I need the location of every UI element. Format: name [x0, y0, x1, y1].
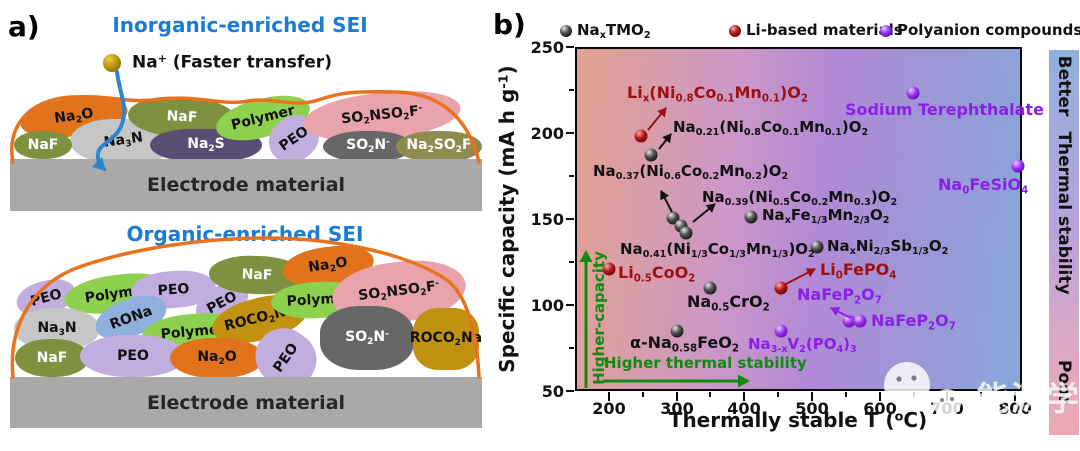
point-li05coo2 — [602, 262, 616, 276]
blob-o-peo5-label: PEO — [270, 340, 302, 376]
electrode-inorganic: Electrode material — [10, 159, 482, 211]
point-naxfe-mn — [744, 210, 758, 224]
sodium-ion-icon — [103, 54, 121, 72]
y-tick-100: 100 — [530, 296, 564, 315]
legend-li-based-label: Li-based materials — [746, 21, 903, 39]
legend-naxtmo2-label: NaxTMO2 — [577, 21, 651, 42]
blob-so2n-label: SO2N- — [346, 137, 390, 155]
blob-o-na2o-bottom-label: Na2O — [197, 348, 237, 367]
scatter-plot-area — [575, 47, 1022, 391]
thermal-stability-colorbar — [1049, 50, 1079, 435]
legend-li-based-icon — [729, 25, 741, 37]
electrode-inorganic-label: Electrode material — [146, 174, 346, 196]
point-li0fepo4 — [774, 281, 788, 295]
electrode-organic-label: Electrode material — [146, 391, 346, 414]
label-li05coo2: Li0.5CoO2 — [618, 263, 696, 285]
blob-so2nso2f-label: SO2NSO2F- — [340, 102, 423, 127]
blob-na2s-label: Na2S — [187, 135, 225, 154]
point-sodium-terephthalate — [906, 86, 920, 100]
blob-o-so2n: SO2N- — [320, 306, 414, 370]
point-na3xv2po43 — [774, 324, 788, 338]
point-na0fesio4 — [1011, 159, 1025, 173]
label-na041-ncm111: Na0.41(Ni1/3Co1/3Mn1/3)O2 — [620, 240, 815, 261]
panel-b-label: b) — [493, 8, 526, 41]
label-nafep2o7-b: NaFeP2O7 — [871, 311, 956, 333]
x-tick-800: 800 — [998, 399, 1032, 418]
legend-polyanion-label: Polyanion compounds — [897, 21, 1080, 39]
blob-o-peo2-label: PEO — [157, 280, 190, 299]
point-alpha-na058feo2 — [670, 324, 684, 338]
label-nafep2o7-a: NaFeP2O7 — [797, 285, 882, 307]
x-tick-200: 200 — [592, 399, 626, 418]
sodium-ion-label: Na+ (Faster transfer) — [132, 52, 332, 73]
blob-o-na2o-top-label: Na2O — [307, 253, 349, 276]
blob-naf-top-label: NaF — [166, 108, 198, 126]
point-lix-ncm811 — [634, 129, 648, 143]
legend-naxtmo2-icon — [560, 25, 572, 37]
point-nafep2o7-b — [853, 314, 867, 328]
label-na0fesio4: Na0FeSiO4 — [938, 175, 1029, 197]
label-na021-ncm811: Na0.21(Ni0.8Co0.1Mn0.1)O2 — [673, 118, 869, 139]
y-tick-250: 250 — [530, 38, 564, 57]
x-tick-600: 600 — [863, 399, 897, 418]
label-naxfe-mn: NaxFe1/3Mn2/3O2 — [762, 206, 890, 227]
blob-naf-left-label: NaF — [27, 137, 59, 153]
blob-o-naf-bottom-label: NaF — [36, 350, 68, 366]
legend-polyanion-icon — [880, 25, 892, 37]
label-naxni-sb: NaxNi2/3Sb1/3O2 — [827, 237, 949, 258]
label-na3xv2po43: Na3-xV2(PO4)3 — [748, 335, 857, 356]
blob-o-naf-top-label: NaF — [241, 266, 273, 284]
point-na021-ncm811 — [644, 148, 658, 162]
y-tick-200: 200 — [530, 124, 564, 143]
blob-o-peo1-label: PEO — [28, 285, 64, 310]
blob-o-na3n-label: Na3N — [37, 319, 77, 338]
point-na041-ncm111 — [679, 226, 693, 240]
blob-na2so2f-label: Na2SO2F — [406, 137, 472, 155]
annotation-higher-thermal-stability: Higher thermal stability — [604, 354, 807, 372]
point-na05cro2 — [703, 281, 717, 295]
blob-o-so2nso2f-label: SO2NSO2F- — [357, 278, 440, 304]
x-tick-500: 500 — [795, 399, 829, 418]
label-sodium-terephthalate: Sodium Terephthalate — [845, 100, 1044, 119]
colorbar-better-label: Better — [1054, 55, 1074, 117]
x-tick-400: 400 — [727, 399, 761, 418]
colorbar-poor-label: Poor — [1054, 359, 1074, 405]
blob-naf-left: NaF — [14, 131, 72, 159]
blob-na2so2f: Na2SO2F — [396, 131, 482, 162]
label-na05cro2: Na0.5CrO2 — [687, 292, 770, 314]
organic-sei-title: Organic-enriched SEI — [126, 222, 364, 246]
watermark-text: 能源学人 — [976, 379, 1080, 418]
colorbar-thermal-stability-label: Thermal stability — [1054, 131, 1074, 295]
blob-o-peo4-label: PEO — [117, 348, 149, 364]
label-na039-ncm523: Na0.39(Ni0.5Co0.2Mn0.3)O2 — [702, 188, 898, 209]
label-li0fepo4: Li0FePO4 — [820, 260, 897, 282]
blob-o-na2o-bottom: Na2O — [170, 338, 264, 378]
y-axis-title: Specific capacity (mA h g-1) — [495, 65, 519, 373]
y-tick-150: 150 — [530, 210, 564, 229]
x-tick-300: 300 — [660, 399, 694, 418]
blob-na3n-label: Na3N — [103, 128, 145, 151]
label-alpha-na058feo2: α-Na0.58FeO2 — [630, 333, 739, 355]
label-lix-ncm811: Lix(Ni0.8Co0.1Mn0.1)O2 — [627, 83, 808, 105]
y-tick-50: 50 — [541, 382, 564, 401]
panel-a-label: a) — [8, 10, 40, 43]
blob-o-naf-bottom: NaF — [15, 339, 89, 377]
blob-o-so2n-label: SO2N- — [345, 328, 389, 347]
x-tick-700: 700 — [930, 399, 964, 418]
inorganic-sei-title: Inorganic-enriched SEI — [112, 13, 368, 37]
blob-o-roco2na-right-label: ROCO2Na — [409, 329, 483, 348]
electrode-organic: Electrode material — [10, 377, 482, 428]
x-axis-title: Thermally stable T (oC) — [668, 408, 928, 432]
blob-o-roco2na-right: ROCO2Na — [409, 308, 483, 370]
point-naxni-sb — [810, 240, 824, 254]
label-na037-ncm622: Na0.37(Ni0.6Co0.2Mn0.2)O2 — [593, 162, 789, 183]
